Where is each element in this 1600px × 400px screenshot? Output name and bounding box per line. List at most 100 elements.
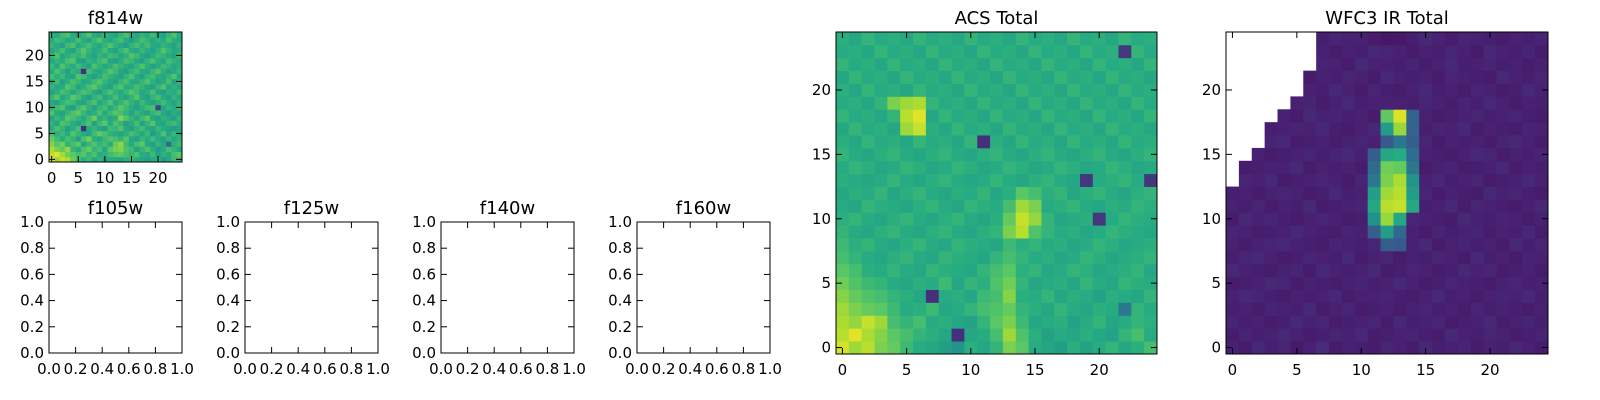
heatmap-cell [848,173,863,187]
heatmap-cell [1432,83,1446,97]
heatmap-cell [1380,315,1394,329]
heatmap-cell [1054,135,1068,149]
heatmap-cell [1509,199,1523,213]
heatmap-cell [1406,341,1420,355]
heatmap-cell [874,57,888,72]
heatmap-cell [64,104,71,111]
heatmap-cell [139,47,146,54]
heatmap-cell [102,94,108,100]
heatmap-cell [75,115,82,121]
heatmap-cell [1238,302,1253,316]
heatmap-cell [118,47,124,54]
panel-title: f160w [676,198,731,219]
heatmap-cell [1067,238,1081,252]
heatmap-cell [990,70,1004,84]
heatmap-cell [1015,315,1029,329]
heatmap-cell [900,315,914,329]
heatmap-cell [1290,302,1304,316]
heatmap-cell [1329,276,1343,290]
heatmap-cell [1118,32,1132,46]
heatmap-cell [1290,96,1304,110]
heatmap-cell [848,315,863,329]
heatmap-cell [1118,147,1132,162]
heatmap-cell [166,47,172,54]
heatmap-cell [134,73,140,80]
heatmap-cell [1470,57,1484,72]
heatmap-cell [107,73,114,80]
heatmap-cell [836,70,850,84]
heatmap-cell [176,94,183,100]
heatmap-cell [96,110,103,116]
heatmap-cell [1432,250,1446,265]
heatmap-cell [166,110,172,116]
heatmap-cell [1054,186,1068,200]
heatmap-cell [166,89,172,95]
heatmap-cell [1131,276,1145,290]
heatmap-cell [1432,212,1446,226]
heatmap-cell [59,89,66,95]
heatmap-cell [1144,250,1158,265]
heatmap-cell [150,47,156,54]
heatmap-cell [874,302,888,316]
heatmap-cell [160,130,167,137]
heatmap-cell [1444,96,1459,110]
heatmap-cell [1522,302,1536,316]
heatmap-cell [1496,109,1510,123]
panel-title: f814w [88,8,143,29]
heatmap-cell [1054,199,1068,213]
heatmap-cell [1251,289,1266,303]
heatmap-cell [1092,122,1107,136]
heatmap-cell [128,99,135,106]
heatmap-cell [1079,83,1094,97]
x-tick-label: 0.4 [90,360,114,378]
heatmap-cell [925,44,940,59]
heatmap-cell [938,250,952,265]
heatmap-cell [836,57,850,72]
heatmap-cell [102,37,108,43]
heatmap-cell [1264,186,1278,200]
heatmap-cell [1522,160,1536,175]
heatmap-cell [1496,44,1510,59]
heatmap-cell [1105,328,1119,342]
heatmap-cell [1002,32,1017,46]
heatmap-cell [964,173,978,187]
heatmap-cell [1028,276,1042,290]
heatmap-cell [1432,44,1446,59]
heatmap-cell [1483,83,1497,97]
heatmap-cell [176,89,183,95]
heatmap-cell [96,136,103,142]
heatmap-cell [86,47,92,54]
heatmap-cell [900,160,914,175]
heatmap-cell [1509,173,1523,187]
heatmap-cell [75,151,82,158]
heatmap-cell [54,52,61,59]
heatmap-cell [1329,315,1343,329]
heatmap-cell [1457,315,1472,329]
heatmap-cell [1226,225,1240,239]
heatmap-cell [102,58,108,64]
heatmap-cell [144,146,151,152]
heatmap-cell [91,73,98,80]
heatmap-cell [123,94,130,100]
heatmap-cell [70,130,76,137]
heatmap-cell [160,110,167,116]
heatmap-cell [176,37,183,43]
heatmap-cell [1496,186,1510,200]
heatmap-cell [1483,44,1497,59]
heatmap-cell [139,32,146,38]
heatmap-cell [1105,289,1119,303]
heatmap-cell [1444,83,1459,97]
heatmap-cell [1264,263,1278,278]
heatmap-cell [1079,341,1094,355]
heatmap-cell [102,89,108,95]
heatmap-cell [1354,250,1369,265]
heatmap-cell [150,89,156,95]
heatmap-cell [1316,341,1330,355]
heatmap-cell [160,94,167,100]
heatmap-cell [1329,57,1343,72]
heatmap-cell [1092,83,1107,97]
heatmap-cell [1105,160,1119,175]
heatmap-cell [990,328,1004,342]
heatmap-cell [1105,225,1119,239]
heatmap-cell [1406,186,1420,200]
